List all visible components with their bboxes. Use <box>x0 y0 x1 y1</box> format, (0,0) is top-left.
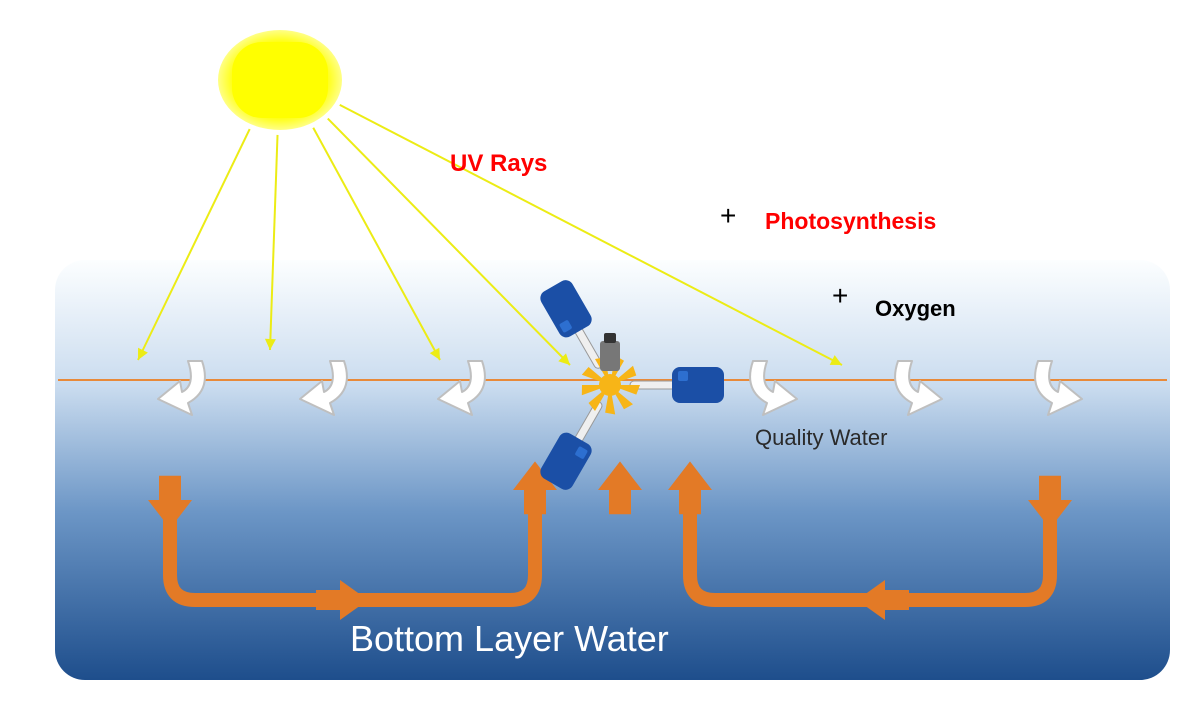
water-container <box>55 260 1170 680</box>
photosynthesis-label: Photosynthesis <box>765 208 936 235</box>
plus-2: + <box>832 280 848 312</box>
diagram-svg <box>0 0 1200 722</box>
plus-1: + <box>720 200 736 232</box>
uv-rays-label: UV Rays <box>450 150 547 178</box>
oxygen-label: Oxygen <box>875 296 956 322</box>
quality-water-label: Quality Water <box>755 425 887 451</box>
bottom-layer-label: Bottom Layer Water <box>350 618 669 660</box>
diagram-root: UV Rays Photosynthesis Oxygen Quality Wa… <box>0 0 1200 722</box>
